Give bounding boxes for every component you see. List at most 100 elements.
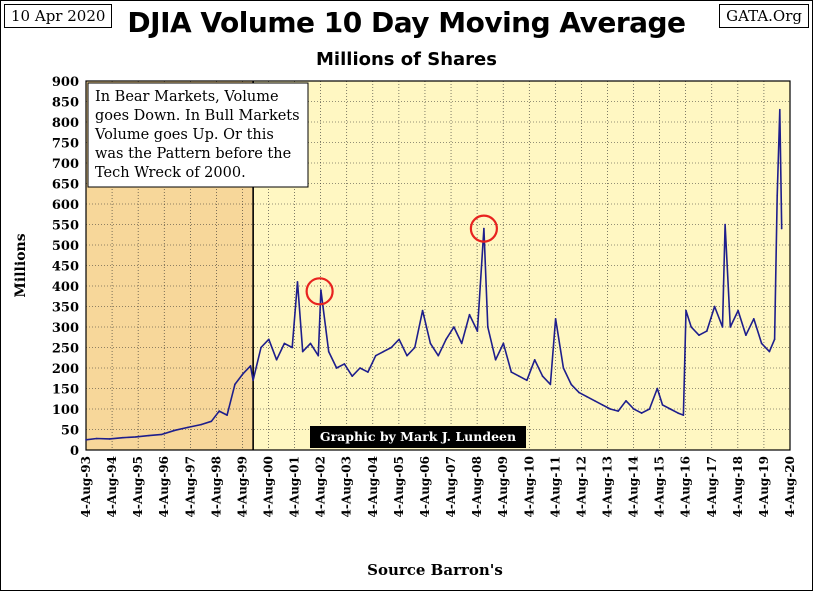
volume-data-point [429,342,432,345]
volume-data-point [283,342,286,345]
volume-data-point [640,412,643,414]
y-tick-label: 750 [52,137,79,152]
x-tick-label: 4-Aug-01 [288,456,302,517]
site-label: GATA.Org [719,4,809,28]
x-tick-label: 4-Aug-17 [705,456,719,517]
volume-data-point [483,227,485,230]
volume-data-point [752,318,755,320]
x-tick-label: 4-Aug-02 [314,456,328,517]
volume-data-point [234,383,236,386]
volume-data-point [768,350,771,353]
volume-data-point [406,354,408,357]
highlight-circle [469,214,498,243]
volume-data-point [374,354,377,357]
volume-data-point [729,326,732,328]
y-tick-label: 450 [52,260,79,275]
volume-data-point [554,318,557,320]
highlight-circle [305,277,334,306]
volume-data-point [682,414,685,416]
y-tick-label: 400 [52,280,79,295]
x-tick-label: 4-Aug-07 [444,456,458,517]
y-tick-label: 850 [52,96,79,111]
volume-data-point [721,326,724,328]
volume-data-point [95,437,98,440]
annotation-text: Volume goes Up. Or this [94,127,274,143]
volume-data-point [779,108,781,111]
volume-data-point [460,342,463,345]
y-axis-label: Millions [13,233,29,297]
volume-data-point [510,371,513,373]
volume-data-point [260,346,262,349]
y-tick-label: 500 [52,239,79,254]
volume-data-point [413,346,416,349]
volume-data-point [421,309,424,312]
volume-data-point [187,426,189,429]
y-tick-label: 800 [52,116,79,131]
volume-data-point [351,375,354,378]
volume-data-point [296,281,299,283]
volume-data-point [533,359,536,361]
x-tick-label: 4-Aug-04 [366,456,380,517]
x-tick-label: 4-Aug-13 [600,456,614,517]
y-tick-label: 300 [52,321,79,336]
volume-data-point [382,350,385,353]
x-tick-label: 4-Aug-16 [679,456,693,517]
volume-data-point [437,354,440,357]
volume-data-point [200,423,202,426]
y-tick-label: 150 [52,383,79,398]
volume-data-point [625,400,627,402]
y-tick-label: 100 [52,403,79,418]
volume-data-point [121,436,124,439]
x-tick-label: 4-Aug-20 [783,456,797,517]
x-tick-label: 4-Aug-99 [235,456,249,517]
x-tick-label: 4-Aug-97 [183,456,197,517]
y-tick-label: 700 [52,157,79,172]
x-tick-label: 4-Aug-00 [262,456,276,517]
x-axis-label: Source Barron's [367,561,503,579]
x-tick-label: 4-Aug-06 [418,456,432,517]
volume-data-point [760,342,763,345]
volume-data-point [601,404,604,406]
volume-data-point [291,346,294,349]
volume-data-point [275,359,278,361]
credit-text: Graphic by Mark J. Lundeen [320,429,516,444]
x-tick-label: 4-Aug-93 [79,456,93,517]
volume-data-point [398,338,400,341]
y-tick-label: 650 [52,178,79,193]
volume-data-point [541,375,544,378]
x-tick-label: 4-Aug-94 [105,456,119,517]
volume-data-point [617,410,619,412]
volume-data-point [518,375,520,378]
x-tick-label: 4-Aug-98 [209,456,223,517]
volume-data-point [633,408,635,410]
volume-data-point [526,379,528,382]
x-tick-label: 4-Aug-11 [548,456,562,517]
volume-data-point [453,326,455,328]
volume-data-point [226,414,228,416]
volume-data-point [468,313,471,316]
y-tick-label: 50 [61,424,79,439]
x-tick-label: 4-Aug-95 [131,456,145,517]
volume-data-point [724,223,726,226]
volume-data-point [161,433,163,436]
volume-series-line [85,108,783,441]
x-tick-label: 4-Aug-10 [522,456,536,517]
volume-data-point [445,338,447,341]
y-tick-label: 550 [52,219,79,234]
volume-data-point [301,350,304,353]
volume-data-point [648,408,651,410]
y-tick-label: 600 [52,198,79,213]
chart-title: DJIA Volume 10 Day Moving Average [127,6,686,39]
y-tick-label: 900 [52,75,79,90]
x-tick-label: 4-Aug-15 [653,456,667,517]
volume-data-point [85,438,87,441]
volume-data-point [210,420,213,423]
volume-data-point [593,400,596,402]
annotation-text: Tech Wreck of 2000. [95,165,246,181]
y-tick-label: 200 [52,362,79,377]
volume-data-point [309,342,312,345]
volume-data-point [320,289,322,291]
volume-data-point [737,309,739,312]
volume-data-point [335,367,338,369]
volume-data-point [343,363,346,365]
